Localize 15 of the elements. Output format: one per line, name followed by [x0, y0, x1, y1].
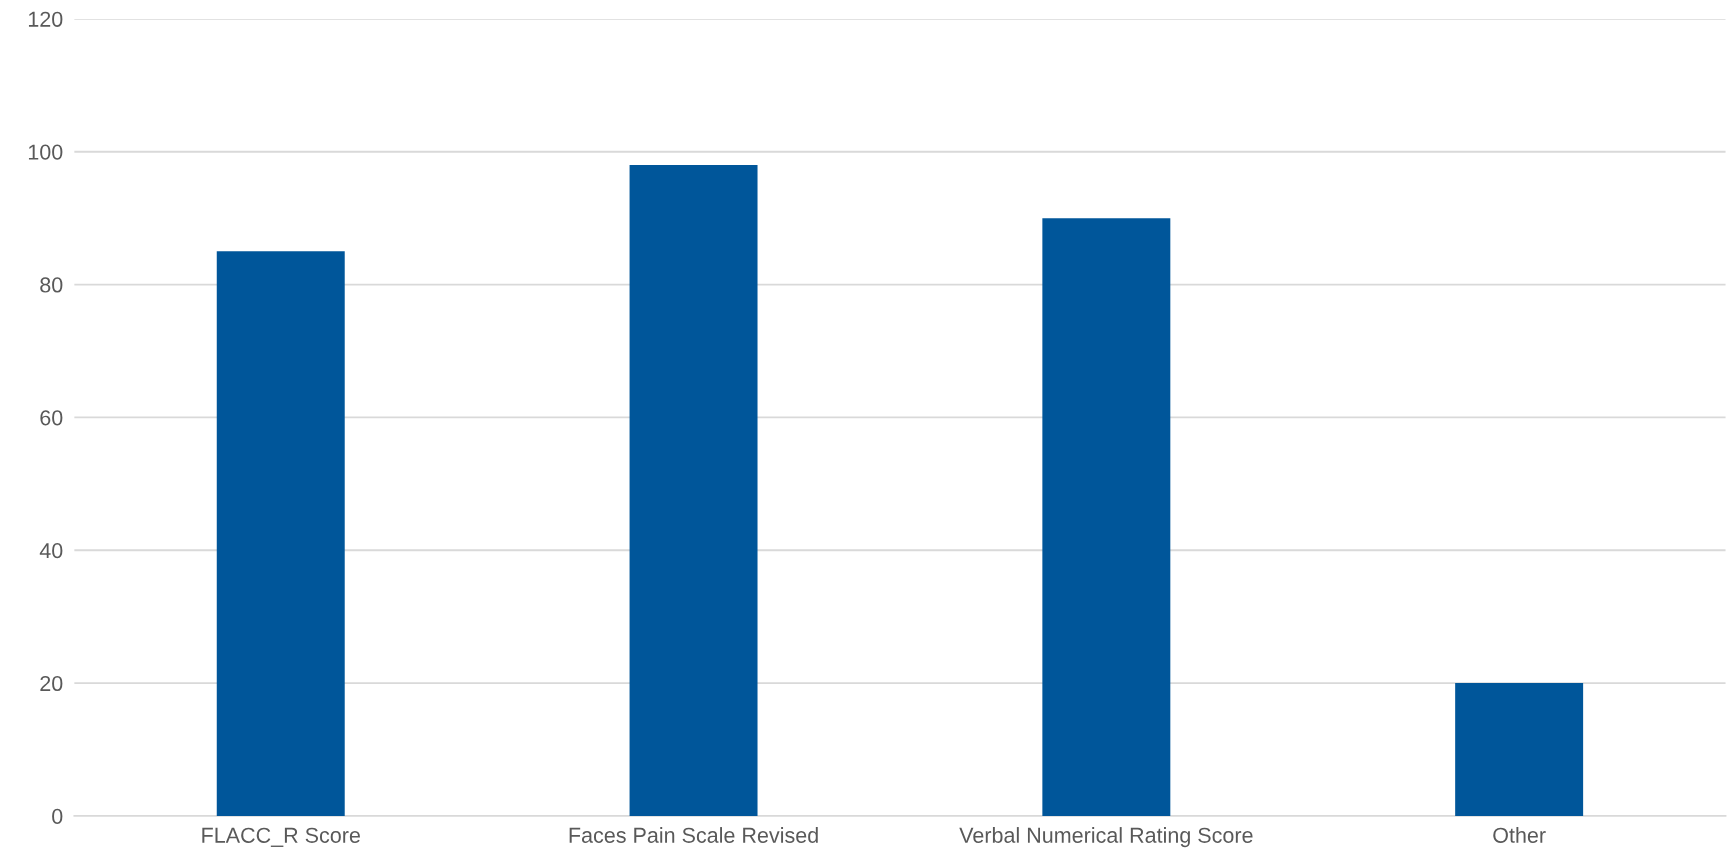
- x-tick-label: Other: [1493, 827, 1546, 843]
- y-tick-label: 100: [28, 144, 63, 160]
- x-tick-label: FLACC_R Score: [202, 827, 360, 847]
- bar: [216, 251, 345, 816]
- y-tick-label: 20: [40, 675, 63, 692]
- y-tick-label: 120: [28, 11, 63, 27]
- x-tick-label: Verbal Numerical Rating Score: [959, 827, 1253, 848]
- bar: [1455, 683, 1584, 816]
- y-tick-label: 0: [52, 808, 63, 824]
- bar: [1042, 218, 1171, 816]
- x-tick-label: Faces Pain Scale Revised: [569, 827, 818, 843]
- y-tick-label: 40: [39, 543, 63, 559]
- y-tick-label: 80: [40, 277, 63, 293]
- bar: [629, 165, 758, 816]
- y-tick-label: 60: [40, 410, 63, 426]
